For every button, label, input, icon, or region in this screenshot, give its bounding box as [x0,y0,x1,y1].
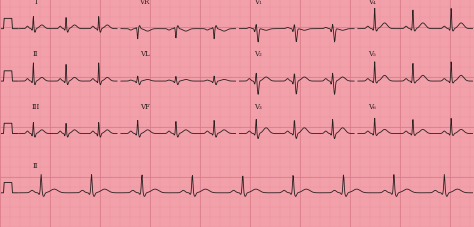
Text: VF: VF [140,102,149,111]
Text: VR: VR [139,0,150,6]
Text: V₅: V₅ [368,50,376,58]
Text: V₆: V₆ [368,102,376,111]
Text: V₃: V₃ [255,102,262,111]
Text: V₁: V₁ [255,0,262,6]
Text: I: I [34,0,37,6]
Text: VL: VL [140,50,149,58]
Text: II: II [33,161,38,169]
Text: V₂: V₂ [255,50,262,58]
Text: II: II [33,50,38,58]
Text: V₄: V₄ [368,0,376,6]
Text: III: III [31,102,40,111]
